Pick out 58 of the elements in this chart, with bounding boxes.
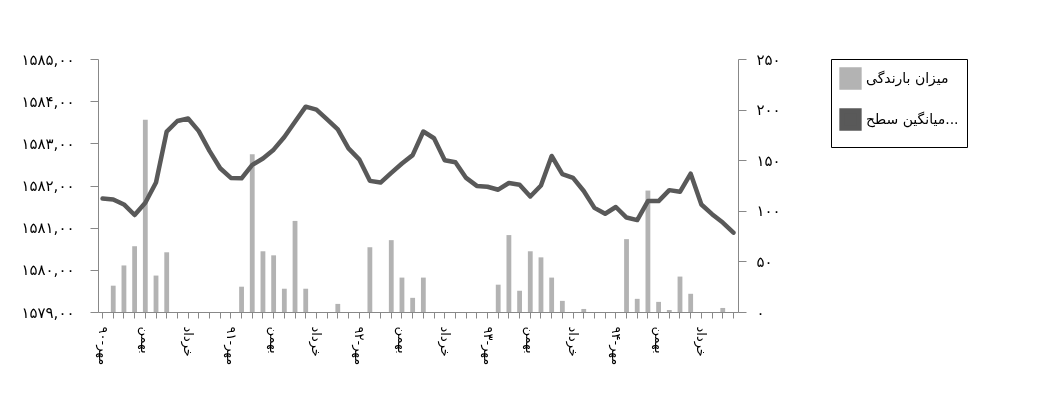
y-tick-label: ۱۵۸۰,۰۰ (21, 261, 75, 280)
bar (634, 298, 640, 312)
y2-tick-label: ۱۵۰ (756, 151, 781, 170)
bar (517, 290, 522, 312)
legend-label: میانگین سطح... (866, 110, 959, 128)
x-tick-label: مهر-۹۴ (607, 326, 624, 366)
bar (335, 303, 341, 312)
y-tick-label: ۱۵۸۱,۰۰ (21, 219, 75, 238)
x-tick-label: مهر-۹۰ (94, 326, 111, 366)
bar (495, 284, 501, 312)
line-series (100, 104, 736, 235)
bar (142, 119, 148, 312)
bar (110, 285, 116, 312)
y2-tick-label: ۲۰۰ (756, 101, 781, 120)
bar (271, 255, 277, 312)
bar (281, 288, 287, 312)
bar (420, 277, 426, 312)
bar (367, 247, 373, 312)
x-tick-label: خرداد (308, 326, 325, 357)
bar (527, 251, 533, 312)
legend-label: میزان بارندگی (866, 69, 949, 87)
x-tick-label: خرداد (693, 326, 710, 357)
bar (132, 246, 138, 312)
x-tick-label: خرداد (565, 326, 582, 357)
bar (549, 277, 555, 312)
x-tick-label: مهر-۹۱ (222, 326, 239, 366)
bar (164, 252, 170, 312)
bar (239, 286, 244, 312)
x-tick-label: بهمن (137, 326, 154, 354)
y2-tick-label: ۱۰۰ (756, 202, 781, 221)
y-tick-label: ۱۵۸۲,۰۰ (21, 177, 75, 195)
x-tick-label: مهر-۹۳ (479, 326, 496, 366)
x-tick-label: مهر-۹۲ (351, 326, 368, 366)
bar (581, 308, 587, 312)
bar (559, 300, 565, 312)
bar (506, 235, 512, 312)
bar (249, 154, 255, 312)
y-tick-label: ۱۵۸۵,۰۰ (21, 50, 75, 69)
y-tick-label: ۱۵۸۳,۰۰ (21, 134, 75, 153)
x-tick-label: خرداد (180, 326, 197, 357)
y-tick-label: ۱۵۷۹,۰۰ (21, 303, 75, 322)
x-tick-label: بهمن (650, 326, 667, 354)
bar (303, 288, 309, 312)
y2-tick-label: ۲۵۰ (756, 50, 781, 69)
bar (624, 239, 629, 312)
y-tick-label: ۱۵۸۴,۰۰ (21, 92, 75, 111)
bar (688, 293, 694, 312)
x-tick-label: بهمن (522, 326, 539, 354)
bar (388, 240, 394, 312)
x-tick-label: خرداد (436, 326, 453, 357)
y2-tick-label: ۰ (756, 303, 765, 322)
bar (656, 301, 662, 312)
x-tick-label: بهمن (265, 326, 282, 354)
bar (666, 309, 672, 312)
bar (410, 297, 416, 312)
x-tick-label: بهمن (393, 326, 410, 354)
bar (720, 307, 726, 312)
y2-tick-label: ۵۰ (756, 252, 773, 271)
